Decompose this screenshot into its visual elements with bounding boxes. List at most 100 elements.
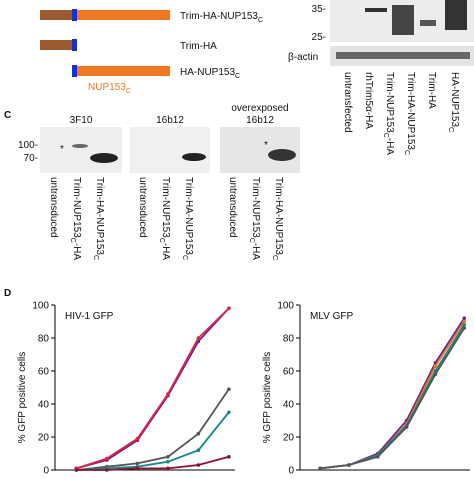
lane-label: untransduced — [227, 177, 238, 238]
data-point — [105, 468, 109, 472]
series-line — [76, 307, 230, 470]
data-point — [135, 461, 140, 466]
construct-label: HA-NUP153C — [180, 67, 240, 80]
band — [72, 144, 88, 148]
lane-label-part: C — [382, 133, 389, 138]
lane-label-part: untransfected — [342, 72, 353, 133]
series-line — [76, 411, 230, 471]
lane-label-part: rhTrim5α-HA — [363, 72, 374, 129]
data-point — [196, 463, 201, 467]
construct-label: Trim-HA — [180, 41, 217, 52]
data-point — [105, 456, 109, 461]
lane-label: Trim-HA-NUP153C — [92, 177, 105, 260]
asterisk: * — [60, 144, 64, 155]
construct-label-part: Trim-HA — [180, 41, 217, 52]
y-tick-label: 40 — [38, 400, 50, 411]
data-point — [227, 306, 231, 311]
series-line — [320, 324, 466, 470]
lane-label: untransduced — [137, 177, 148, 238]
data-point — [74, 468, 79, 472]
series-line — [76, 455, 230, 471]
data-point — [318, 466, 322, 471]
lane-label-part: Trim-NUP153 — [71, 177, 82, 238]
blot-title: 16b12 — [246, 115, 274, 126]
lane-label-part: untransduced — [137, 177, 148, 238]
construct-label-part: C — [235, 73, 240, 80]
y-tick-label: 80 — [283, 334, 295, 345]
lane-label-part: Trim-HA-NUP153 — [273, 177, 284, 255]
nup-domain — [77, 66, 170, 76]
lane-label-part: C — [69, 238, 76, 243]
lane-label-part: Trim-NUP153 — [250, 177, 261, 238]
lane-label: HA-NUP153C — [447, 72, 460, 132]
construct-label-part: C — [258, 17, 263, 24]
data-point — [135, 436, 140, 441]
ha-tag — [72, 39, 77, 51]
lane-label: untransduced — [48, 177, 59, 238]
lane-label-part: C — [403, 150, 410, 155]
trim-domain — [40, 10, 72, 20]
data-point — [404, 425, 409, 429]
data-point — [462, 326, 467, 330]
band — [90, 153, 118, 163]
lane-label: Trim-NUP153C-HA — [69, 177, 82, 260]
panel-letter: D — [4, 288, 11, 299]
chart-title: HIV-1 GFP — [65, 311, 114, 322]
data-point — [375, 455, 380, 459]
western-blot — [40, 127, 122, 173]
lane-label-part: -HA — [160, 243, 171, 261]
band — [445, 0, 467, 30]
data-point — [196, 448, 201, 453]
y-tick-label: 60 — [283, 367, 295, 378]
domain-label: NUP153C — [88, 82, 131, 95]
nup-domain — [77, 10, 170, 20]
data-point — [462, 316, 467, 321]
lane-label-part: C — [248, 238, 255, 243]
band — [392, 5, 414, 35]
lane-label: Trim-NUP153C-HA — [158, 177, 171, 260]
data-point — [227, 455, 231, 459]
y-tick-label: 0 — [43, 466, 49, 475]
mw-marker: 35- — [312, 4, 326, 15]
blot-title: 16b12 — [156, 115, 184, 126]
lane-label: rhTrim5α-HA — [363, 72, 374, 129]
loading-label: β-actin — [288, 52, 318, 63]
data-point — [433, 372, 438, 377]
series-line — [76, 388, 230, 471]
blot-title: 3F10 — [70, 115, 93, 126]
panel-letter: C — [4, 110, 11, 121]
data-point — [462, 319, 467, 324]
y-axis-label: % GFP positive cells — [262, 352, 273, 444]
construct-label: Trim-HA-NUP153C — [180, 11, 263, 24]
lane-label-part: Trim-NUP153 — [160, 177, 171, 238]
y-tick-label: 80 — [38, 334, 50, 345]
y-tick-label: 20 — [38, 433, 50, 444]
band — [182, 153, 206, 161]
lane-label: Trim-HA-NUP153C — [271, 177, 284, 260]
lane-label-part: Trim-HA-NUP153 — [405, 72, 416, 150]
mw-marker: 100- — [18, 140, 38, 151]
data-point — [227, 387, 231, 391]
series-line — [76, 307, 230, 470]
asterisk: * — [264, 140, 268, 151]
lane-label: Trim-HA — [426, 72, 437, 109]
lane-label-part: untransduced — [48, 177, 59, 238]
lane-label-part: C — [158, 238, 165, 243]
data-point — [166, 459, 170, 464]
y-tick-label: 20 — [283, 433, 295, 444]
trim-domain — [40, 40, 72, 50]
data-point — [135, 466, 140, 471]
y-tick-label: 0 — [288, 466, 294, 475]
lane-label: Trim-NUP153C-HA — [382, 72, 395, 155]
domain-label-part: C — [126, 88, 131, 95]
y-tick-label: 60 — [38, 367, 50, 378]
lane-label: untransfected — [342, 72, 353, 133]
lane-label-part: Trim-NUP153 — [384, 72, 395, 133]
chart-title: MLV GFP — [310, 311, 353, 322]
y-tick-label: 100 — [277, 301, 294, 312]
series-line — [320, 321, 465, 470]
lane-label: Trim-HA-NUP153C — [181, 177, 194, 260]
western-blot — [130, 127, 210, 173]
data-point — [166, 466, 170, 471]
